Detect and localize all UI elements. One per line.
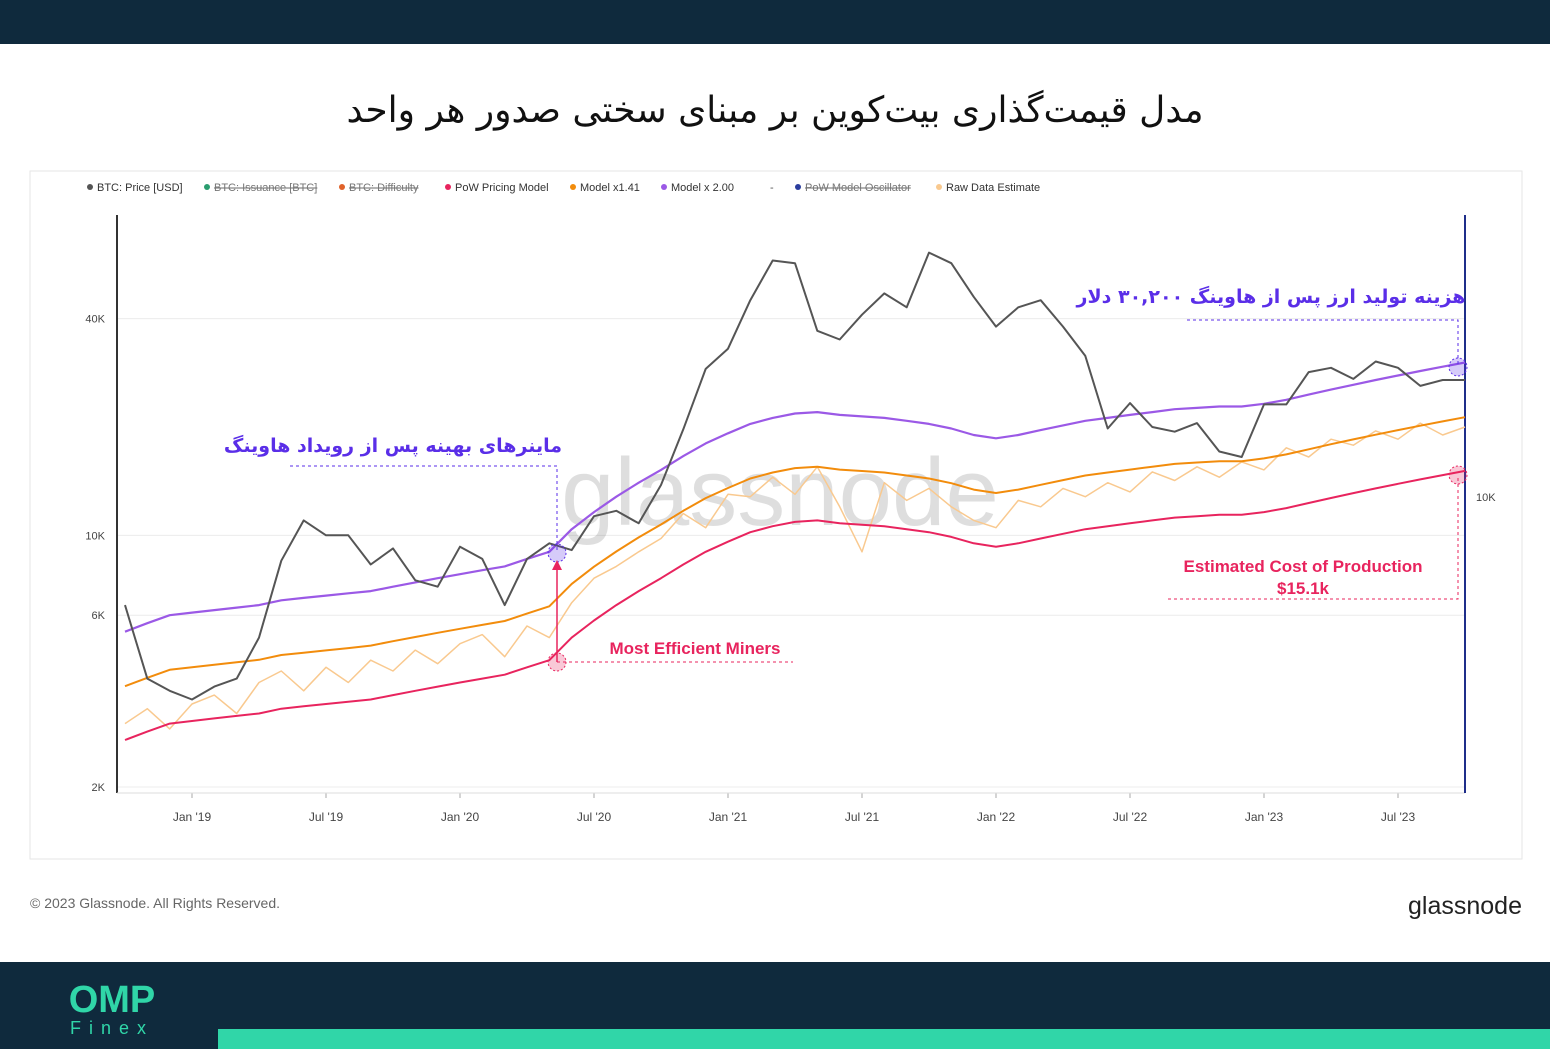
legend-label: BTC: Difficulty [349, 182, 419, 194]
x-tick-label: Jan '23 [1245, 810, 1284, 824]
footer-logo: glassnode [1408, 892, 1522, 920]
annotation-leader [1187, 319, 1459, 367]
chart-panel [29, 170, 1523, 860]
y-tick-label: 6K [92, 610, 106, 622]
legend-dot [570, 184, 576, 190]
x-tick-label: Jul '22 [1113, 810, 1148, 824]
annotation-leader [290, 465, 558, 553]
legend-label: BTC: Issuance [BTC] [214, 182, 317, 194]
legend-label: PoW Pricing Model [455, 182, 549, 194]
legend-dot [795, 184, 801, 190]
annotation-leader [1168, 475, 1459, 600]
series-line [124, 361, 1466, 633]
copyright: © 2023 Glassnode. All Rights Reserved. [30, 895, 280, 911]
legend-dot [936, 184, 942, 190]
series-line [124, 251, 1465, 701]
x-tick-label: Jan '20 [441, 810, 480, 824]
legend-label: BTC: Price [USD] [97, 182, 183, 194]
accent-bar [218, 1029, 1550, 1049]
y-tick-label: 40K [85, 314, 105, 326]
annotation-marker [1448, 465, 1468, 485]
legend-separator: - [770, 182, 774, 194]
top-bar [0, 0, 1550, 44]
legend-label: Model x 2.00 [671, 182, 734, 194]
annotation: ماینرهای بهینه پس از رویداد هاوینگ [224, 434, 562, 457]
annotation-marker [1448, 357, 1468, 377]
brand-sub: Finex [70, 1018, 154, 1038]
legend-dot [339, 184, 345, 190]
x-tick-label: Jul '20 [577, 810, 612, 824]
annotation: Estimated Cost of Production [1184, 557, 1423, 576]
annotation-marker [547, 543, 567, 563]
legend-dot [661, 184, 667, 190]
annotation-marker [547, 652, 567, 672]
legend-dot [87, 184, 93, 190]
page-title: مدل قیمت‌گذاری بیت‌کوین بر مبنای سختی صد… [346, 89, 1203, 131]
y-tick-label: 10K [85, 530, 105, 542]
legend-dot [204, 184, 210, 190]
legend-label: PoW Model Oscillator [805, 182, 911, 194]
x-tick-label: Jan '22 [977, 810, 1016, 824]
x-tick-label: Jan '21 [709, 810, 748, 824]
brand-name: OMP [69, 979, 156, 1021]
y2-tick-label: 10K [1476, 492, 1496, 504]
watermark: glassnode [561, 439, 999, 546]
series-line [124, 469, 1466, 741]
annotation: هزینه تولید ارز پس از هاوینگ ۳۰,۲۰۰ دلار [1076, 285, 1466, 308]
y-tick-label: 2K [92, 782, 106, 794]
x-tick-label: Jul '23 [1381, 810, 1416, 824]
annotation: Most Efficient Miners [610, 639, 781, 658]
x-tick-label: Jul '19 [309, 810, 344, 824]
x-tick-label: Jan '19 [173, 810, 212, 824]
x-tick-label: Jul '21 [845, 810, 880, 824]
legend-label: Model x1.41 [580, 182, 640, 194]
series-line [124, 416, 1466, 688]
legend-label: Raw Data Estimate [946, 182, 1040, 194]
annotation-arrowhead [552, 560, 562, 570]
annotation: $15.1k [1277, 579, 1330, 598]
legend-dot [445, 184, 451, 190]
